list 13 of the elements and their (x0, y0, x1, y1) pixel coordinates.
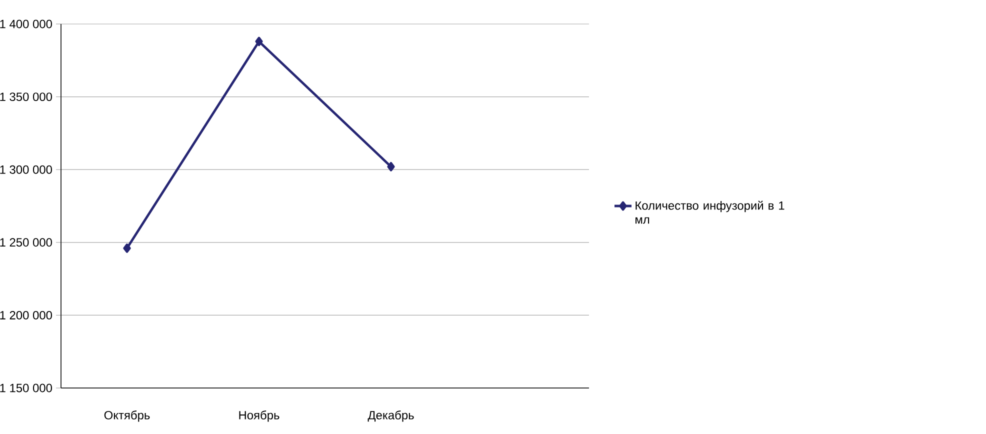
x-tick-label: Ноябрь (239, 410, 280, 422)
y-tick-label: 1 200 000 (0, 310, 52, 320)
point (387, 162, 395, 172)
x-tick-label: Декабрь (368, 410, 414, 422)
y-tick-label: 1 400 000 (0, 20, 52, 28)
point (123, 244, 131, 253)
y-tick-label: 1 150 000 (0, 384, 52, 392)
legend-label: Количество инфузорий в 1 мл (636, 200, 784, 224)
x-tick-label: Октябрь (104, 410, 150, 422)
y-tick-label: 1 300 000 (0, 165, 52, 174)
y-tick-label: 1 250 000 (0, 238, 52, 247)
y-tick-label: 1 350 000 (0, 92, 52, 102)
point (255, 36, 263, 46)
